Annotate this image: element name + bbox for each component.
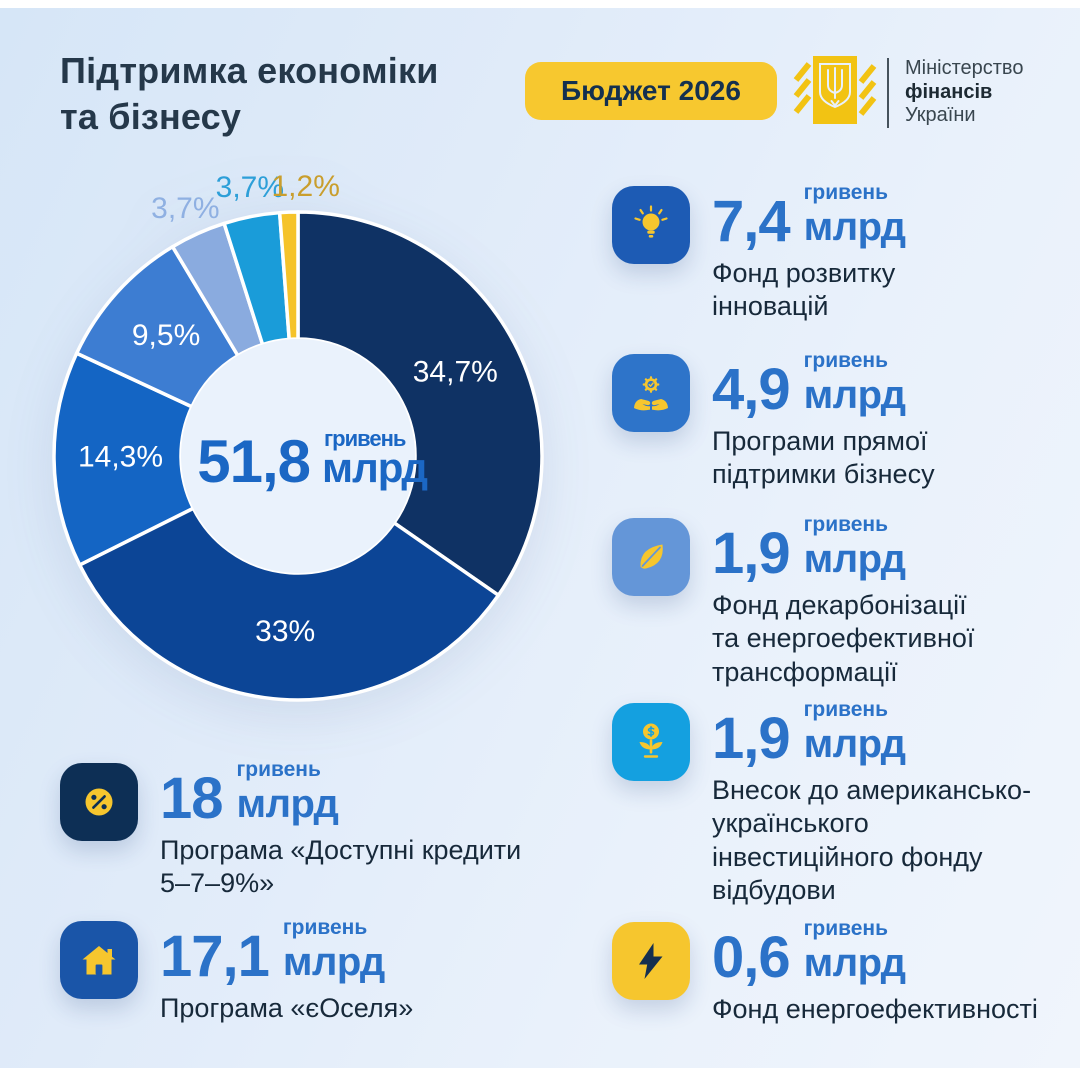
- stat-unit-bln: млрд: [282, 940, 385, 984]
- budget-2026-badge: Бюджет 2026: [525, 62, 777, 120]
- stat-label: Фонд енергоефективності: [712, 994, 1038, 1024]
- stat-label: Програма «Доступні кредити 5–7–9%»: [160, 835, 522, 899]
- stat-unit-currency: гривень: [803, 698, 889, 721]
- stat-value: 1,9: [712, 705, 791, 771]
- stat-item: 1,9 гривень млрд Внесок до американсько-…: [612, 699, 1032, 908]
- slice-label: 1,2%: [271, 170, 339, 203]
- leaf-icon: [612, 518, 690, 596]
- stat-unit-currency: гривень: [803, 513, 889, 536]
- slice-label: 3,7%: [151, 192, 219, 225]
- slice-label: 3,7%: [216, 171, 284, 204]
- stat-label: Фонд розвитку інновацій: [712, 258, 896, 322]
- donut-hole: [181, 339, 415, 573]
- stat-item: 7,4 гривень млрд Фонд розвитку інновацій: [612, 182, 906, 324]
- stat-item: 17,1 гривень млрд Програма «єОселя»: [60, 917, 414, 1025]
- stat-unit-bln: млрд: [236, 782, 339, 826]
- donut-center-text: гривень: [324, 426, 406, 451]
- stat-unit-currency: гривень: [282, 916, 368, 939]
- stat-value: 0,6: [712, 924, 791, 990]
- stat-item: 1,9 гривень млрд Фонд декарбонізації та …: [612, 514, 975, 689]
- ministry-logo-group: Міністерство фінансів України: [793, 52, 1023, 133]
- stat-unit-bln: млрд: [803, 537, 906, 581]
- stat-unit-bln: млрд: [803, 373, 906, 417]
- stat-unit-currency: гривень: [236, 758, 321, 781]
- slice-label: 14,3%: [78, 440, 163, 473]
- badge-label: Бюджет 2026: [561, 75, 741, 106]
- hands-gear-icon: [612, 354, 690, 432]
- stat-unit-bln: млрд: [803, 205, 906, 249]
- stat-unit-currency: гривень: [803, 181, 889, 204]
- stat-value: 7,4: [712, 188, 791, 254]
- money-plant-icon: [612, 703, 690, 781]
- stat-label: Фонд декарбонізації та енергоефективної …: [712, 590, 975, 687]
- ministry-name: Міністерство фінансів України: [905, 57, 1023, 128]
- stat-item: 0,6 гривень млрд Фонд енергоефективності: [612, 918, 1038, 1026]
- ministry-line1: Міністерство: [905, 57, 1024, 80]
- stat-label: Внесок до американсько- українського інв…: [712, 775, 1032, 906]
- ministry-line2: фінансів: [905, 80, 993, 103]
- donut-center-text: 51,8: [197, 428, 310, 495]
- house-icon: [60, 921, 138, 999]
- donut-center-text: млрд: [322, 444, 427, 491]
- stat-value: 4,9: [712, 356, 791, 422]
- page-title: Підтримка економіки та бізнесу: [60, 50, 439, 138]
- stat-item: 4,9 гривень млрд Програми прямої підтрим…: [612, 350, 935, 492]
- slice-label: 9,5%: [132, 319, 200, 352]
- ministry-line3: України: [905, 104, 976, 127]
- stat-label: Програма «єОселя»: [160, 993, 414, 1023]
- stat-value: 1,9: [712, 520, 791, 586]
- donut-chart: 34,7% 33% 14,3% 9,5% 3,7% 3,7% 1,2% 51,8 гривень…: [20, 160, 580, 760]
- stat-value: 18: [160, 765, 224, 831]
- lightning-icon: [612, 922, 690, 1000]
- trident-logo-icon: [793, 52, 877, 133]
- stat-unit-currency: гривень: [803, 349, 889, 372]
- lightbulb-icon: [612, 186, 690, 264]
- percent-icon: [60, 763, 138, 841]
- stat-unit-bln: млрд: [803, 722, 906, 766]
- stat-unit-currency: гривень: [803, 917, 889, 940]
- logo-separator: [887, 57, 889, 128]
- stat-unit-bln: млрд: [803, 941, 906, 985]
- stat-item: 18 гривень млрд Програма «Доступні креди…: [60, 759, 522, 901]
- slice-label: 33%: [255, 615, 315, 648]
- slice-label: 34,7%: [413, 356, 498, 389]
- stat-value: 17,1: [160, 923, 270, 989]
- stat-label: Програми прямої підтримки бізнесу: [712, 426, 935, 490]
